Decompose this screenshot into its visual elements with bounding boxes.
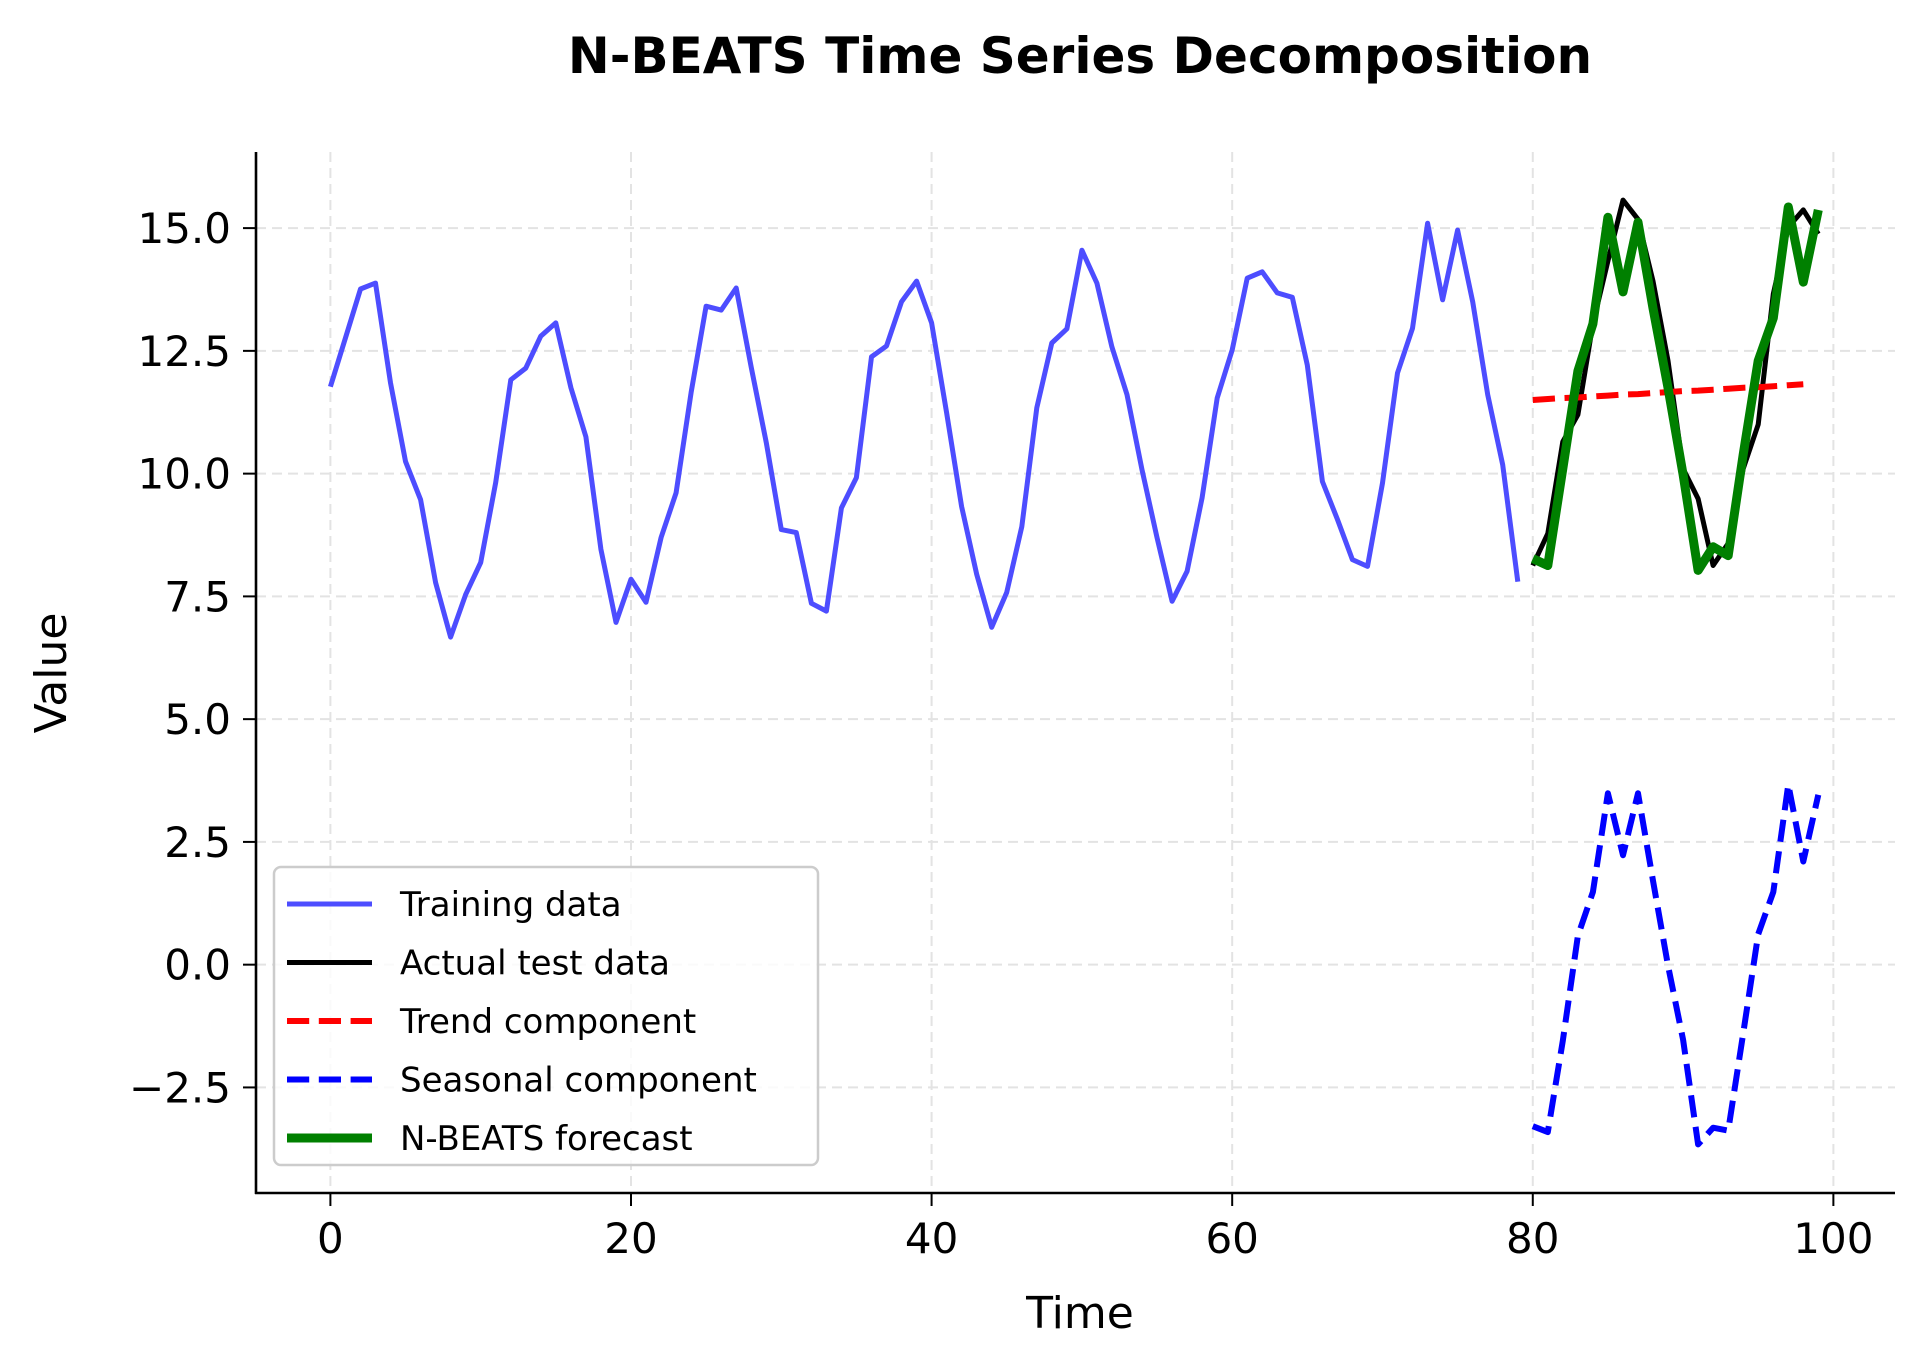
x-tick-label: 60 <box>1205 1214 1258 1263</box>
y-axis-label: Value <box>26 613 77 734</box>
y-tick-label: 10.0 <box>137 450 231 499</box>
legend-label: N-BEATS forecast <box>400 1119 693 1159</box>
legend: Training data Actual test data Trend compo… <box>272 865 820 1167</box>
legend-label: Trend component <box>399 1002 696 1042</box>
x-tick-label: 40 <box>905 1214 958 1263</box>
y-tick-label: 12.5 <box>137 327 231 376</box>
plot-series <box>328 197 1823 1148</box>
legend-item-seasonal-component: Seasonal component <box>287 1061 757 1101</box>
legend-item-actual-test-data: Actual test data <box>287 944 670 984</box>
legend-label: Training data <box>399 885 622 925</box>
y-tick-label: 0.0 <box>164 941 231 990</box>
legend-box <box>272 865 820 1167</box>
legend-item-training-data: Training data <box>287 885 622 925</box>
chart-title: N-BEATS Time Series Decomposition <box>568 27 1592 85</box>
legend-item-n-beats-forecast: N-BEATS forecast <box>287 1119 693 1159</box>
x-axis-ticks: 0 20 40 60 80 100 <box>317 1193 1873 1263</box>
y-tick-label: 15.0 <box>137 204 231 253</box>
legend-item-trend-component: Trend component <box>287 1002 696 1042</box>
x-axis-label: Time <box>1025 1288 1134 1339</box>
y-tick-label: 7.5 <box>164 572 231 621</box>
legend-label: Seasonal component <box>400 1061 757 1101</box>
series-seasonal-component <box>1531 781 1822 1148</box>
y-axis-ticks: −2.5 0.0 2.5 5.0 7.5 10.0 12.5 15.0 <box>129 204 256 1112</box>
x-tick-label: 20 <box>604 1214 657 1263</box>
x-tick-label: 0 <box>317 1214 344 1263</box>
x-tick-label: 100 <box>1793 1214 1873 1263</box>
series-n-beats-forecast <box>1530 202 1823 575</box>
x-tick-label: 80 <box>1506 1214 1559 1263</box>
y-tick-label: 2.5 <box>164 818 231 867</box>
series-training-data <box>328 220 1521 640</box>
legend-label: Actual test data <box>400 944 670 984</box>
y-tick-label: 5.0 <box>164 695 231 744</box>
y-tick-label: −2.5 <box>129 1063 231 1112</box>
